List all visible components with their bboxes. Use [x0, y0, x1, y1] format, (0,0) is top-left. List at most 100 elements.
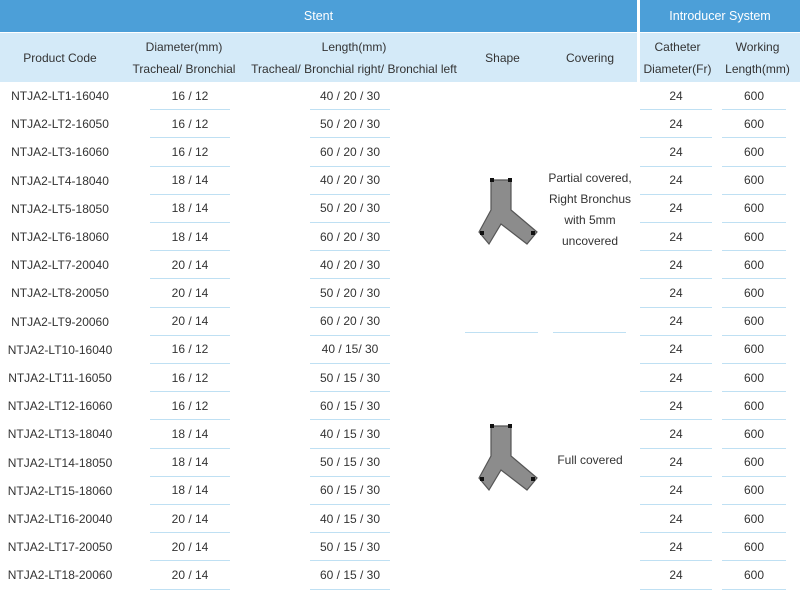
covering-text: Partial covered, Right Bronchus with 5mm…	[548, 171, 632, 248]
table-cell: 24	[640, 251, 712, 280]
table-cell: 600	[722, 364, 786, 393]
table-cell: 18 / 14	[150, 195, 230, 223]
header-text: Diameter(Fr)	[643, 61, 712, 76]
header-text: Diameter(mm)	[145, 39, 223, 54]
table-cell: 24	[640, 420, 712, 449]
table-cell: NTJA2-LT10-16040	[7, 342, 113, 357]
table-cell: NTJA2-LT17-20050	[7, 540, 113, 555]
table-cell: 24	[640, 392, 712, 421]
table-cell: 24	[640, 82, 712, 111]
table-cell: 20 / 14	[150, 533, 230, 562]
table-cell: 18 / 14	[150, 477, 230, 505]
column-header: Shape	[460, 33, 545, 82]
table-cell: 50 / 15 / 30	[310, 364, 390, 393]
header-text: Catheter	[654, 39, 701, 54]
table-cell: 24	[640, 449, 712, 477]
table-cell: 18 / 14	[150, 449, 230, 477]
table-cell: 18 / 14	[150, 420, 230, 449]
table-cell: 16 / 12	[150, 138, 230, 167]
table-cell: 24	[640, 533, 712, 562]
table-cell: 50 / 15 / 30	[310, 449, 390, 477]
table-cell: NTJA2-LT9-20060	[11, 314, 109, 329]
table-cell: NTJA2-LT12-16060	[7, 399, 113, 414]
table-cell: 16 / 12	[150, 336, 230, 364]
table-cell: 60 / 20 / 30	[310, 138, 390, 167]
table-cell: NTJA2-LT11-16050	[8, 371, 112, 386]
table-cell: NTJA2-LT14-18050	[7, 455, 113, 470]
table-cell: NTJA2-LT3-16060	[11, 145, 109, 160]
table-cell: 60 / 15 / 30	[310, 477, 390, 505]
table-cell: 600	[722, 223, 786, 252]
table-cell: 600	[722, 336, 786, 364]
header-text: Tracheal/ Bronchial right/ Bronchial lef…	[251, 61, 457, 76]
table-cell: NTJA2-LT16-20040	[7, 512, 113, 527]
column-header: Catheter Diameter(Fr)	[640, 33, 715, 82]
table-cell: 16 / 12	[150, 392, 230, 421]
covering-text: Full covered	[557, 452, 623, 467]
table-cell: NTJA2-LT15-18060	[7, 483, 113, 498]
table-cell: 40 / 20 / 30	[310, 82, 390, 111]
table-cell: NTJA2-LT1-16040	[11, 89, 109, 104]
table-cell: NTJA2-LT8-20050	[11, 286, 109, 301]
table-cell: 600	[722, 138, 786, 167]
header-row	[0, 33, 637, 82]
table-cell: NTJA2-LT13-18040	[7, 427, 113, 442]
table-cell: NTJA2-LT4-18040	[11, 173, 109, 188]
table-cell: 50 / 20 / 30	[310, 279, 390, 308]
table-cell: NTJA2-LT18-20060	[7, 568, 113, 583]
header-text: Product Code	[23, 50, 97, 65]
column-header: Working Length(mm)	[715, 33, 800, 82]
table-cell: 40 / 15 / 30	[310, 505, 390, 534]
column-header: Length(mm) Tracheal/ Bronchial right/ Bro…	[248, 33, 460, 82]
table-cell: 600	[722, 251, 786, 280]
table-cell: 50 / 15 / 30	[310, 533, 390, 562]
table-cell: 24	[640, 138, 712, 167]
table-cell: 20 / 14	[150, 505, 230, 534]
header-text: Length(mm)	[725, 61, 790, 76]
group-header: Introducer System	[640, 0, 800, 32]
table-cell: 24	[640, 561, 712, 590]
table-cell: 18 / 14	[150, 167, 230, 195]
table-cell: 60 / 15 / 30	[310, 392, 390, 421]
separator	[465, 332, 538, 333]
table-cell: 18 / 14	[150, 223, 230, 252]
table-cell: 50 / 20 / 30	[310, 110, 390, 139]
table-cell: 24	[640, 505, 712, 534]
column-header: Diameter(mm) Tracheal/ Bronchial	[120, 33, 248, 82]
table-cell: 20 / 14	[150, 308, 230, 336]
table-cell: 600	[722, 477, 786, 505]
table-cell: 600	[722, 505, 786, 534]
column-header: Covering	[545, 33, 635, 82]
table-cell: 40 / 20 / 30	[310, 251, 390, 280]
table-cell: 20 / 14	[150, 561, 230, 590]
table-cell: 16 / 12	[150, 82, 230, 111]
table-cell: 600	[722, 392, 786, 421]
table-cell: 600	[722, 449, 786, 477]
table-cell: 600	[722, 533, 786, 562]
table-cell: 600	[722, 279, 786, 308]
table-cell: 16 / 12	[150, 110, 230, 139]
table-cell: 24	[640, 223, 712, 252]
table-cell: 24	[640, 308, 712, 336]
table-cell: 16 / 12	[150, 364, 230, 393]
table-cell: NTJA2-LT7-20040	[11, 258, 109, 273]
table-cell: 24	[640, 167, 712, 195]
table-cell: 50 / 20 / 30	[310, 195, 390, 223]
table-cell: 24	[640, 477, 712, 505]
stent-shape-icon	[478, 178, 538, 246]
table-cell: 60 / 20 / 30	[310, 223, 390, 252]
header-row	[640, 33, 800, 82]
table-cell: 20 / 14	[150, 251, 230, 280]
table-cell: 24	[640, 279, 712, 308]
header-text: Shape	[485, 50, 520, 65]
table-cell: 24	[640, 364, 712, 393]
table-cell: 600	[722, 110, 786, 139]
table-cell: 60 / 15 / 30	[310, 561, 390, 590]
table-cell: NTJA2-LT6-18060	[11, 230, 109, 245]
table-cell: 600	[722, 195, 786, 223]
table-cell: 24	[640, 195, 712, 223]
table-cell: 600	[722, 561, 786, 590]
table-cell: NTJA2-LT5-18050	[11, 201, 109, 216]
table-cell: 40 / 15 / 30	[310, 420, 390, 449]
